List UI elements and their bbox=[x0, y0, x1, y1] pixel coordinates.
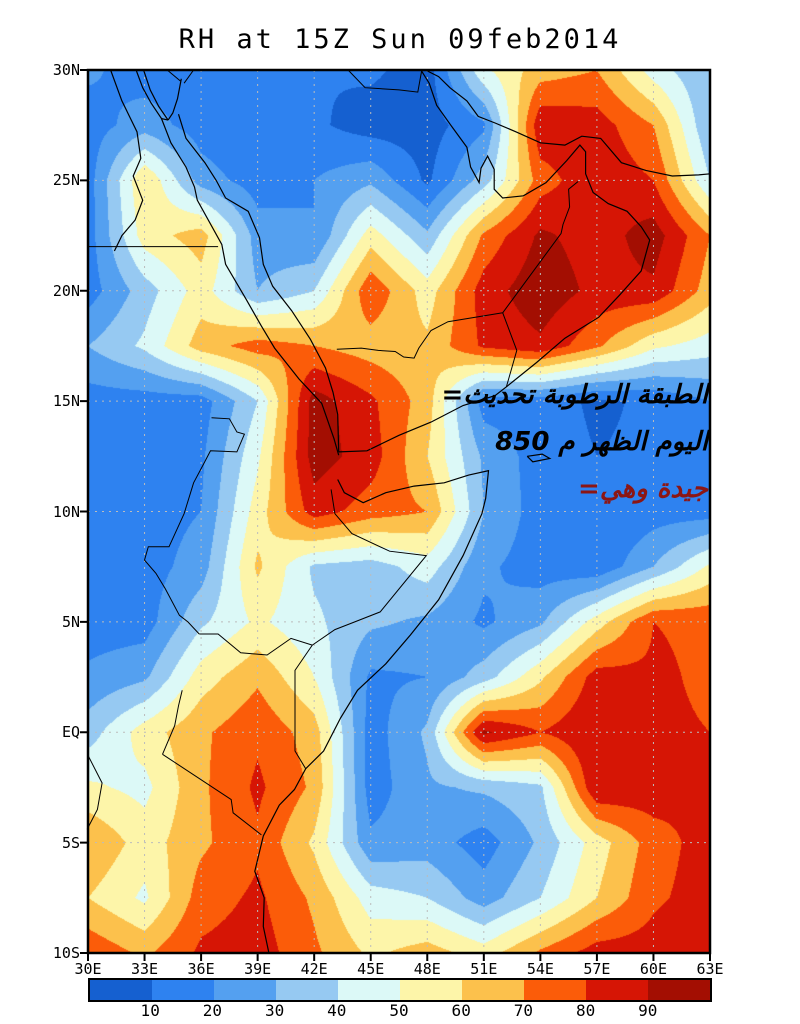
colorbar-label-80: 80 bbox=[575, 1001, 596, 1020]
lon-label-42E: 42E bbox=[300, 960, 328, 978]
lon-label-63E: 63E bbox=[696, 960, 724, 978]
annotation-line-3: =جيدة وهي bbox=[578, 474, 708, 504]
country-border bbox=[347, 69, 423, 93]
colorbar-segment-4 bbox=[338, 980, 400, 1000]
coastline bbox=[135, 69, 169, 121]
colorbar-segment-2 bbox=[214, 980, 276, 1000]
lat-label-15N: 15N bbox=[52, 392, 80, 411]
lat-label-10S: 10S bbox=[52, 944, 80, 962]
colorbar-label-10: 10 bbox=[140, 1001, 160, 1020]
lat-label-30N: 30N bbox=[52, 61, 80, 79]
colorbar-label-60: 60 bbox=[451, 1001, 471, 1020]
colorbar-segment-8 bbox=[586, 980, 648, 1000]
country-border bbox=[183, 69, 195, 84]
country-border bbox=[166, 69, 181, 82]
colorbar-label-90: 90 bbox=[638, 1001, 658, 1020]
coastline bbox=[425, 69, 711, 177]
colorbar-segment-9 bbox=[648, 980, 710, 1000]
colorbar-segment-6 bbox=[462, 980, 524, 1000]
colorbar-segment-5 bbox=[400, 980, 462, 1000]
colorbar-segment-1 bbox=[152, 980, 214, 1000]
coastline bbox=[143, 69, 169, 121]
annotation-line-1: =الطبقة الرطوبة تحديث bbox=[441, 380, 708, 410]
coastline bbox=[338, 70, 651, 453]
colorbar-segment-3 bbox=[276, 980, 338, 1000]
lon-label-60E: 60E bbox=[639, 960, 667, 978]
lat-label-5N: 5N bbox=[61, 612, 80, 631]
lon-label-48E: 48E bbox=[413, 960, 441, 978]
colorbar-segment-7 bbox=[524, 980, 586, 1000]
coastline bbox=[254, 469, 490, 954]
country-border bbox=[336, 312, 503, 359]
country-border bbox=[86, 755, 103, 830]
colorbar-label-20: 20 bbox=[202, 1001, 223, 1020]
country-border bbox=[502, 181, 579, 314]
lat-label-EQ: EQ bbox=[61, 723, 80, 742]
lon-label-54E: 54E bbox=[526, 960, 554, 978]
plot-title: RH at 15Z Sun 09feb2014 bbox=[178, 24, 622, 55]
coastline bbox=[526, 453, 552, 463]
country-border bbox=[162, 753, 262, 836]
country-border bbox=[294, 644, 313, 769]
lon-label-33E: 33E bbox=[130, 960, 159, 978]
colorbar-label-40: 40 bbox=[327, 1001, 347, 1020]
annotation-line-2: 850 اليوم الظهر م bbox=[495, 427, 708, 457]
country-border bbox=[143, 417, 246, 635]
colorbar-segment-0 bbox=[90, 980, 152, 1000]
lon-label-39E: 39E bbox=[244, 960, 272, 978]
lat-label-25N: 25N bbox=[52, 171, 80, 190]
country-border bbox=[162, 690, 183, 755]
lat-label-20N: 20N bbox=[52, 281, 80, 300]
lat-label-10N: 10N bbox=[52, 502, 80, 521]
lon-label-36E: 36E bbox=[187, 960, 215, 978]
coastline bbox=[110, 69, 144, 252]
country-border bbox=[502, 312, 518, 387]
country-border bbox=[199, 633, 313, 656]
coastline bbox=[177, 114, 340, 452]
lon-label-30E: 30E bbox=[74, 960, 102, 978]
lat-label-5S: 5S bbox=[61, 833, 80, 852]
colorbar-label-70: 70 bbox=[513, 1001, 534, 1020]
colorbar bbox=[88, 978, 712, 1002]
lon-label-57E: 57E bbox=[583, 960, 611, 978]
lon-label-51E: 51E bbox=[470, 960, 498, 978]
coastline bbox=[160, 118, 340, 456]
colorbar-label-50: 50 bbox=[389, 1001, 409, 1020]
coastline bbox=[167, 78, 182, 121]
arabic-annotation: =الطبقة الرطوبة تحديث 850 اليوم الظهر م … bbox=[441, 372, 708, 513]
colorbar-label-30: 30 bbox=[264, 1001, 285, 1020]
country-border bbox=[312, 489, 428, 646]
lon-label-45E: 45E bbox=[357, 960, 385, 978]
